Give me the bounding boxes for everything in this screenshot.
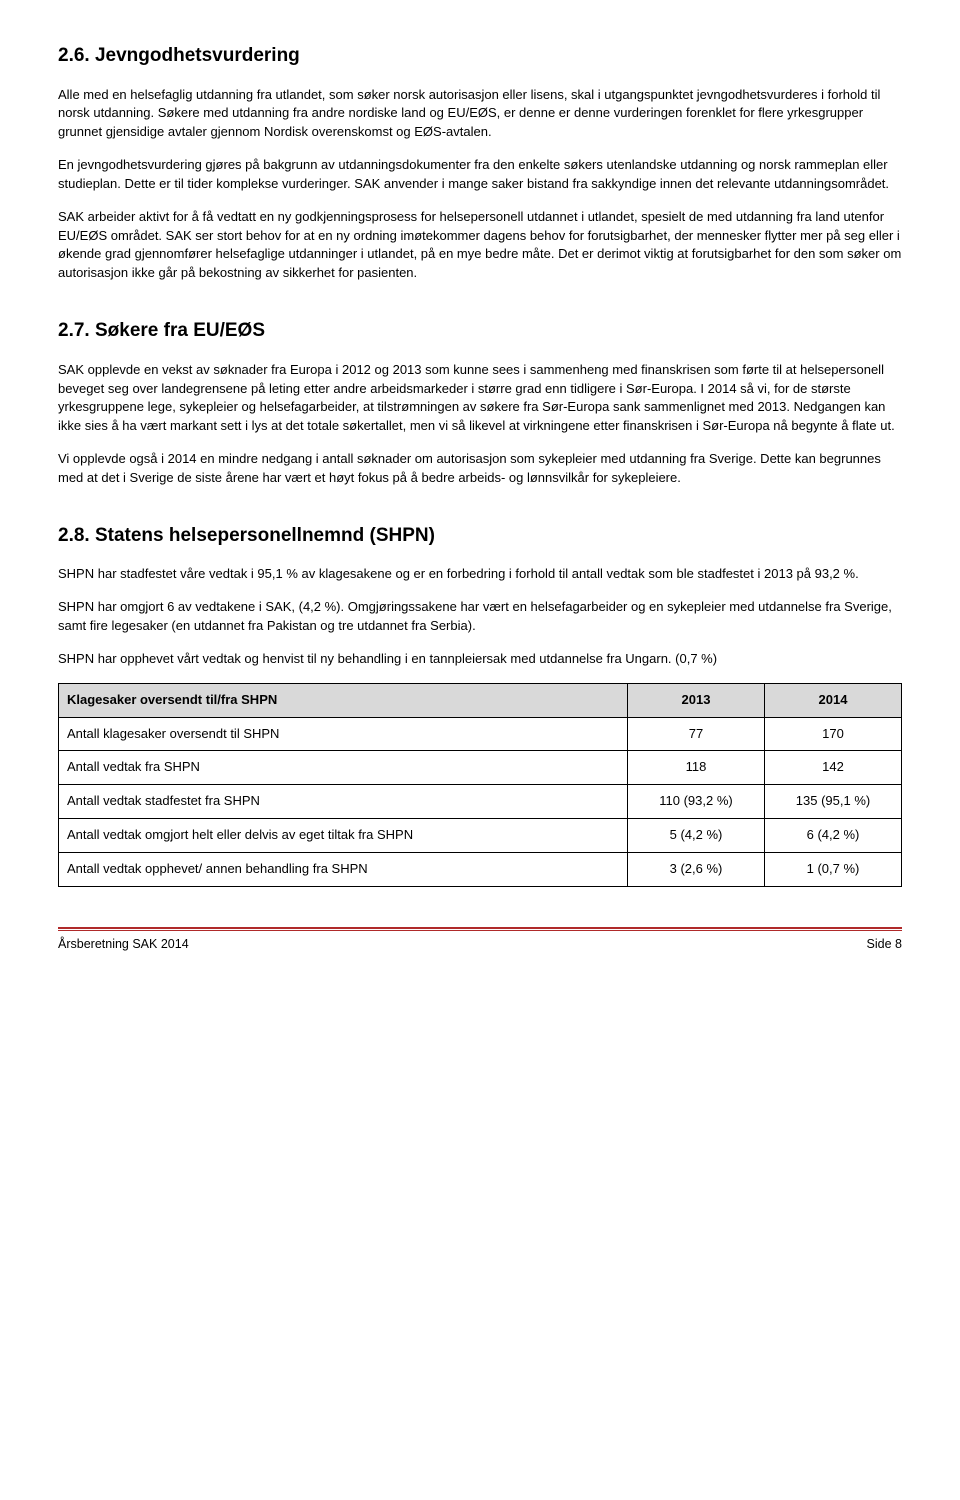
footer-left: Årsberetning SAK 2014 [58, 935, 189, 953]
paragraph: SHPN har omgjort 6 av vedtakene i SAK, (… [58, 598, 902, 636]
footer-right: Side 8 [867, 935, 902, 953]
heading-2-7: 2.7. Søkere fra EU/EØS [58, 317, 902, 345]
paragraph: Alle med en helsefaglig utdanning fra ut… [58, 86, 902, 143]
table-row: Antall vedtak fra SHPN 118 142 [59, 751, 902, 785]
footer-divider [58, 927, 902, 929]
section-sokere-eu-eos: 2.7. Søkere fra EU/EØS SAK opplevde en v… [58, 317, 902, 488]
paragraph: SHPN har stadfestet våre vedtak i 95,1 %… [58, 565, 902, 584]
table-cell: 3 (2,6 %) [628, 852, 765, 886]
table-cell: 142 [765, 751, 902, 785]
table-cell: 1 (0,7 %) [765, 852, 902, 886]
table-cell: Antall vedtak fra SHPN [59, 751, 628, 785]
paragraph: Vi opplevde også i 2014 en mindre nedgan… [58, 450, 902, 488]
table-header-row: Klagesaker oversendt til/fra SHPN 2013 2… [59, 683, 902, 717]
table-row: Antall vedtak stadfestet fra SHPN 110 (9… [59, 785, 902, 819]
table-cell: 77 [628, 717, 765, 751]
table-cell: 170 [765, 717, 902, 751]
paragraph: SAK opplevde en vekst av søknader fra Eu… [58, 361, 902, 436]
table-row: Antall klagesaker oversendt til SHPN 77 … [59, 717, 902, 751]
table-cell: 110 (93,2 %) [628, 785, 765, 819]
table-cell: 6 (4,2 %) [765, 819, 902, 853]
table-cell: Antall klagesaker oversendt til SHPN [59, 717, 628, 751]
table-cell: 135 (95,1 %) [765, 785, 902, 819]
paragraph: En jevngodhetsvurdering gjøres på bakgru… [58, 156, 902, 194]
footer-text-row: Årsberetning SAK 2014 Side 8 [58, 931, 902, 953]
table-cell: Antall vedtak omgjort helt eller delvis … [59, 819, 628, 853]
table-cell: 5 (4,2 %) [628, 819, 765, 853]
table-header-cell: 2013 [628, 683, 765, 717]
shpn-table: Klagesaker oversendt til/fra SHPN 2013 2… [58, 683, 902, 887]
table-row: Antall vedtak omgjort helt eller delvis … [59, 819, 902, 853]
section-shpn: 2.8. Statens helsepersonellnemnd (SHPN) … [58, 522, 902, 887]
table-row: Antall vedtak opphevet/ annen behandling… [59, 852, 902, 886]
heading-2-6: 2.6. Jevngodhetsvurdering [58, 42, 902, 70]
table-cell: Antall vedtak stadfestet fra SHPN [59, 785, 628, 819]
table-cell: Antall vedtak opphevet/ annen behandling… [59, 852, 628, 886]
table-cell: 118 [628, 751, 765, 785]
paragraph: SHPN har opphevet vårt vedtak og henvist… [58, 650, 902, 669]
section-jevngodhetsvurdering: 2.6. Jevngodhetsvurdering Alle med en he… [58, 42, 902, 283]
table-header-cell: Klagesaker oversendt til/fra SHPN [59, 683, 628, 717]
table-header-cell: 2014 [765, 683, 902, 717]
heading-2-8: 2.8. Statens helsepersonellnemnd (SHPN) [58, 522, 902, 550]
paragraph: SAK arbeider aktivt for å få vedtatt en … [58, 208, 902, 283]
page-footer: Årsberetning SAK 2014 Side 8 [58, 927, 902, 953]
